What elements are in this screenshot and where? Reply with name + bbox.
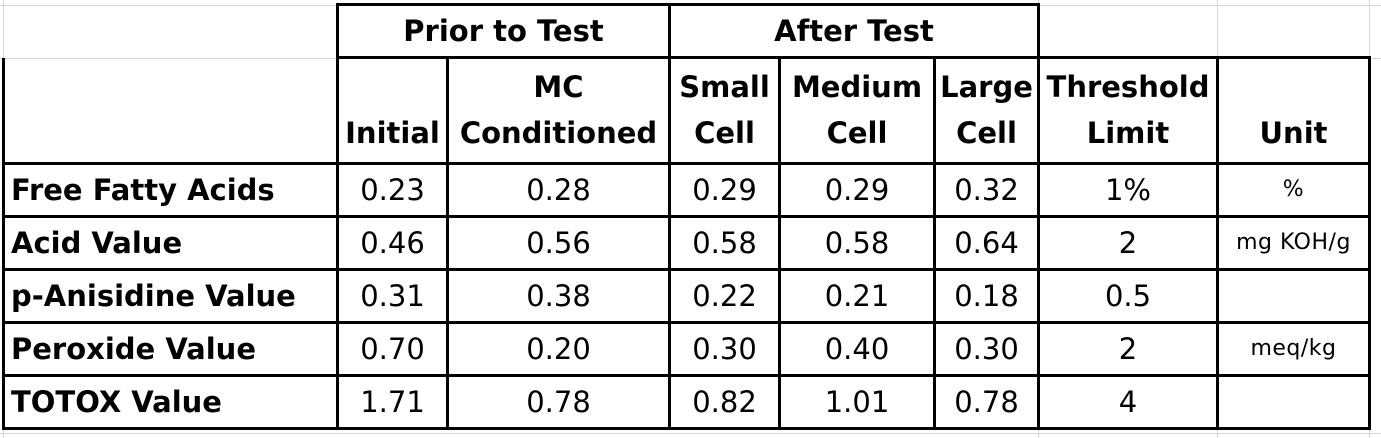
cell-threshold-limit: 1% [1037, 162, 1219, 218]
cell-unit: meq/kg [1216, 321, 1371, 377]
column-header-medium-cell: Medium Cell [778, 56, 936, 165]
column-header-mc-conditioned: MC Conditioned [446, 56, 671, 165]
cell-mc-conditioned: 0.56 [446, 215, 671, 271]
cell-initial: 0.46 [336, 215, 449, 271]
cell-unit [1216, 374, 1371, 430]
table-row: Free Fatty Acids 0.23 0.28 0.29 0.29 0.3… [2, 162, 1371, 218]
cell-threshold-limit: 2 [1037, 321, 1219, 377]
column-header-small-cell: Small Cell [668, 56, 781, 165]
cell-large-cell: 0.32 [933, 162, 1040, 218]
oil-quality-table: Prior to Test After Test Initial MC Cond… [2, 3, 1371, 430]
column-header-row: Initial MC Conditioned Small Cell Medium… [2, 56, 1371, 165]
column-header-initial: Initial [336, 56, 449, 165]
cell-large-cell: 0.78 [933, 374, 1040, 430]
cell-initial: 1.71 [336, 374, 449, 430]
cell-small-cell: 0.29 [668, 162, 781, 218]
cell-large-cell: 0.30 [933, 321, 1040, 377]
cell-unit: % [1216, 162, 1371, 218]
cell-initial: 0.70 [336, 321, 449, 377]
cell-large-cell: 0.64 [933, 215, 1040, 271]
table-row: Peroxide Value 0.70 0.20 0.30 0.40 0.30 … [2, 321, 1371, 377]
table-row: TOTOX Value 1.71 0.78 0.82 1.01 0.78 4 [2, 374, 1371, 430]
cell-medium-cell: 0.29 [778, 162, 936, 218]
cell-medium-cell: 1.01 [778, 374, 936, 430]
cell-threshold-limit: 2 [1037, 215, 1219, 271]
column-header-unit: Unit [1216, 56, 1371, 165]
row-label: TOTOX Value [2, 374, 339, 430]
row-label: Acid Value [2, 215, 339, 271]
cell-medium-cell: 0.58 [778, 215, 936, 271]
empty-header-cell [1039, 5, 1218, 58]
corner-cell [4, 5, 338, 58]
cell-medium-cell: 0.21 [778, 268, 936, 324]
cell-unit [1216, 268, 1371, 324]
column-header-large-cell: Large Cell [933, 56, 1040, 165]
cell-mc-conditioned: 0.28 [446, 162, 671, 218]
group-header-after-test: After Test [668, 3, 1040, 59]
cell-medium-cell: 0.40 [778, 321, 936, 377]
cell-small-cell: 0.30 [668, 321, 781, 377]
cell-initial: 0.31 [336, 268, 449, 324]
column-header-threshold-limit: Threshold Limit [1037, 56, 1219, 165]
cell-mc-conditioned: 0.78 [446, 374, 671, 430]
row-label: Peroxide Value [2, 321, 339, 377]
cell-threshold-limit: 0.5 [1037, 268, 1219, 324]
group-header-prior-to-test: Prior to Test [336, 3, 671, 59]
cell-unit: mg KOH/g [1216, 215, 1371, 271]
row-label: p-Anisidine Value [2, 268, 339, 324]
empty-header-cell [1218, 5, 1370, 58]
cell-threshold-limit: 4 [1037, 374, 1219, 430]
table-row: Acid Value 0.46 0.56 0.58 0.58 0.64 2 mg… [2, 215, 1371, 271]
row-label-header [2, 57, 339, 165]
cell-mc-conditioned: 0.38 [446, 268, 671, 324]
cell-initial: 0.23 [336, 162, 449, 218]
table-row: p-Anisidine Value 0.31 0.38 0.22 0.21 0.… [2, 268, 1371, 324]
cell-small-cell: 0.58 [668, 215, 781, 271]
group-header-row: Prior to Test After Test [4, 3, 1370, 59]
cell-mc-conditioned: 0.20 [446, 321, 671, 377]
cell-large-cell: 0.18 [933, 268, 1040, 324]
cell-small-cell: 0.82 [668, 374, 781, 430]
row-label: Free Fatty Acids [2, 162, 339, 218]
cell-small-cell: 0.22 [668, 268, 781, 324]
